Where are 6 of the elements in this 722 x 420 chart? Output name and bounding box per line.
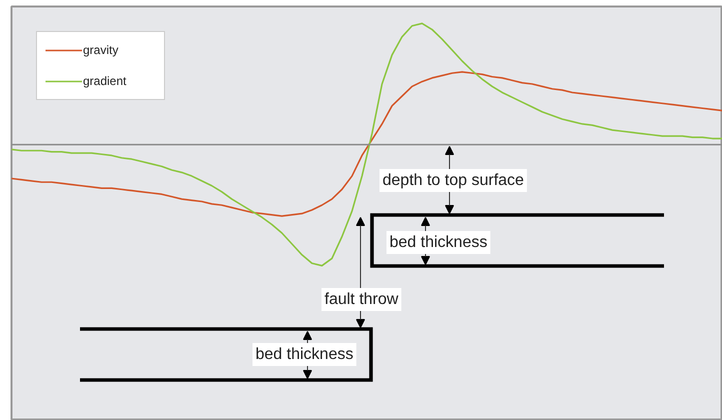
legend-label: gradient — [83, 74, 128, 88]
annotation: depth to top surface — [382, 172, 524, 189]
legend-label: gravity — [83, 43, 120, 57]
text: bed thickness — [256, 346, 354, 363]
annotation: bed thickness — [390, 234, 488, 251]
text: fault throw — [324, 291, 399, 308]
